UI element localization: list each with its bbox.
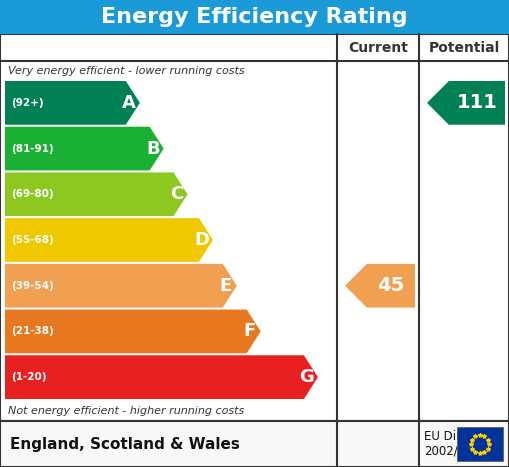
Text: (92+): (92+) [11,98,44,108]
Text: Very energy efficient - lower running costs: Very energy efficient - lower running co… [8,66,245,76]
Polygon shape [345,264,415,308]
Text: (21-38): (21-38) [11,326,54,336]
Text: (1-20): (1-20) [11,372,46,382]
Text: 45: 45 [377,276,405,295]
Bar [457,427,503,461]
Text: D: D [194,231,210,249]
Text: B: B [146,140,159,157]
Text: Potential: Potential [429,41,500,55]
Text: Not energy efficient - higher running costs: Not energy efficient - higher running co… [8,406,244,416]
Polygon shape [5,218,213,262]
Bar [0,0,509,34]
Text: 111: 111 [457,93,497,113]
Text: E: E [220,277,232,295]
Text: Energy Efficiency Rating: Energy Efficiency Rating [101,7,408,27]
Text: 2002/91/EC: 2002/91/EC [424,445,492,458]
Text: Current: Current [348,41,408,55]
Polygon shape [5,172,187,216]
Text: (81-91): (81-91) [11,143,53,154]
Text: (69-80): (69-80) [11,189,53,199]
Text: (39-54): (39-54) [11,281,54,291]
Polygon shape [5,127,164,170]
Text: England, Scotland & Wales: England, Scotland & Wales [10,437,240,452]
Text: A: A [122,94,136,112]
Text: (55-68): (55-68) [11,235,54,245]
Polygon shape [5,81,140,125]
Polygon shape [427,81,505,125]
Text: F: F [243,322,256,340]
Text: C: C [170,185,183,203]
Polygon shape [5,264,237,308]
Bar [0,34,509,421]
Text: EU Directive: EU Directive [424,431,497,444]
Polygon shape [5,355,318,399]
Text: G: G [299,368,315,386]
Polygon shape [5,310,261,354]
Bar [0,421,509,467]
